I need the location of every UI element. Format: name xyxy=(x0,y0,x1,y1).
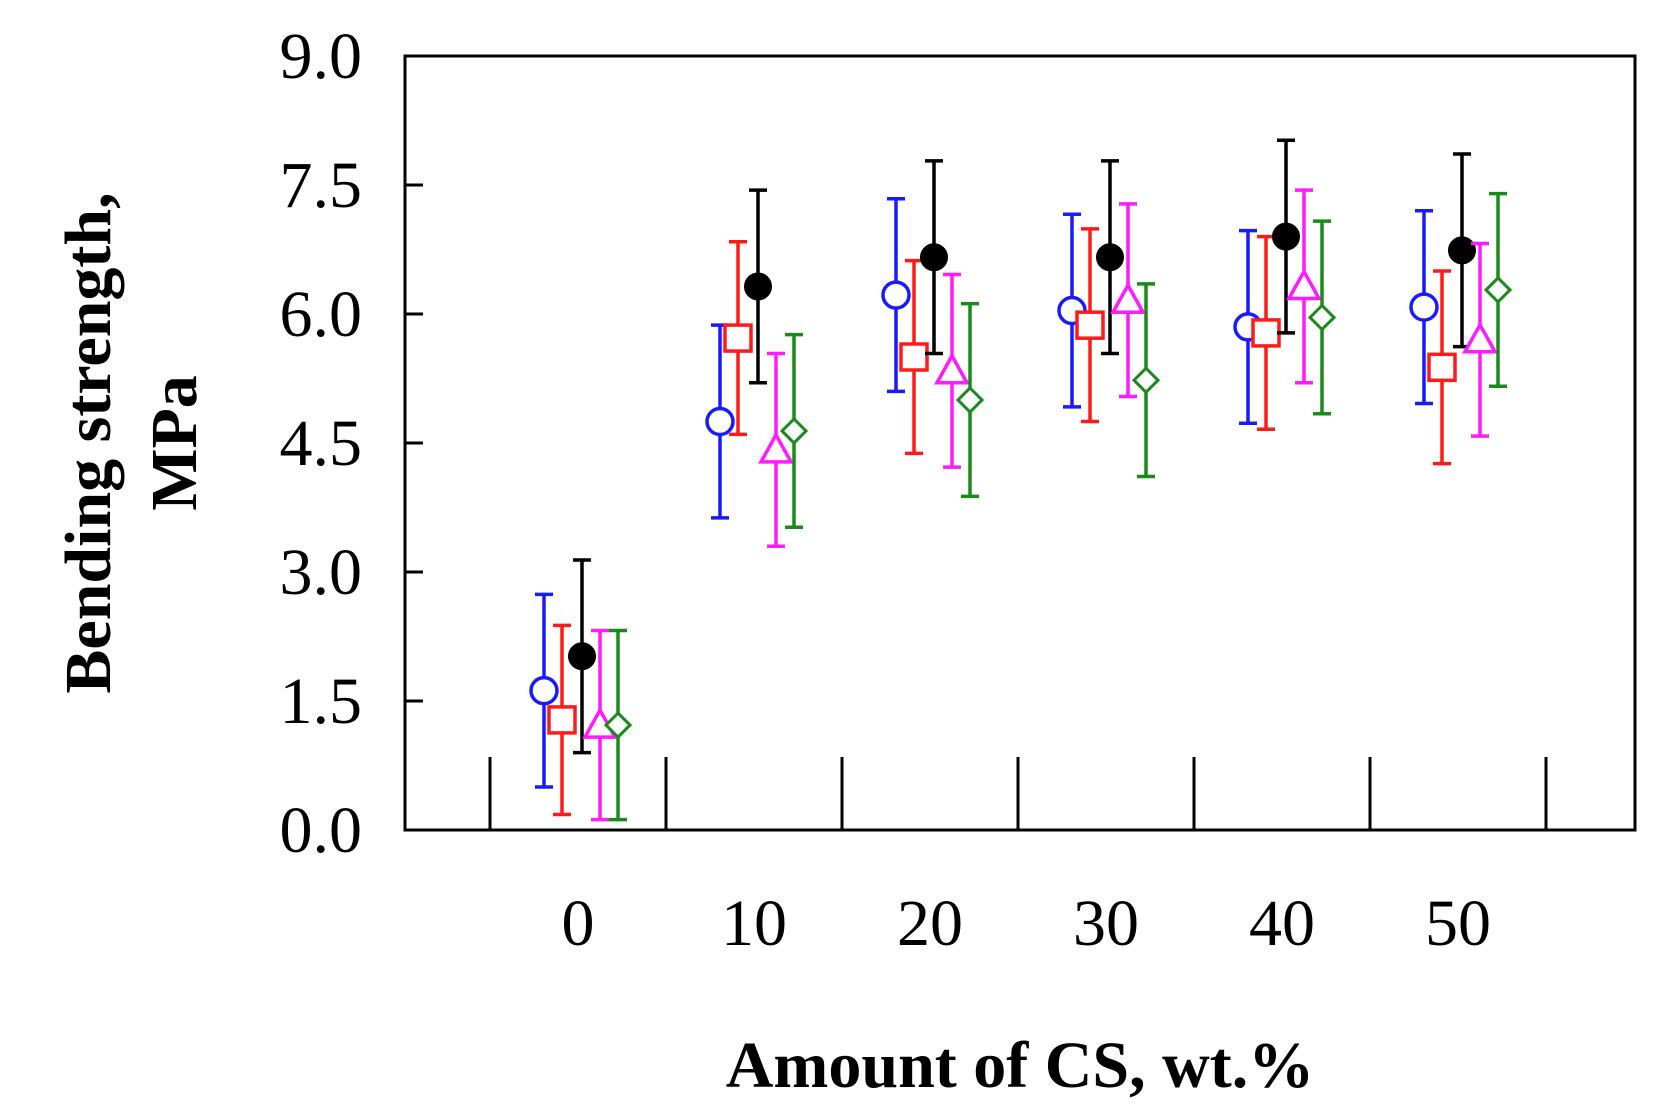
data-point xyxy=(529,675,559,706)
data-point xyxy=(955,385,985,415)
series-open-square xyxy=(547,227,1457,817)
data-point xyxy=(920,243,948,272)
data-point xyxy=(1096,243,1124,272)
y-tick-label: 0.0 xyxy=(280,794,363,867)
data-point xyxy=(744,272,772,301)
data-point xyxy=(1075,310,1105,340)
data-point xyxy=(705,406,735,437)
data-point xyxy=(1286,267,1322,301)
data-point xyxy=(934,352,970,385)
data-point xyxy=(1307,303,1337,332)
data-point xyxy=(1427,352,1457,383)
data-point xyxy=(779,416,809,446)
data-point xyxy=(758,431,794,464)
x-tick-label: 10 xyxy=(721,887,787,960)
axis-ticks: 0.0 1.5 3.0 4.5 6.0 7.5 9.0 0 10 20 30 40 50 xyxy=(280,20,1548,960)
y-axis-title-line-1: Bending strength, xyxy=(52,192,125,693)
x-tick-label: 0 xyxy=(562,887,595,960)
data-point xyxy=(723,323,753,353)
y-axis-title: Bending strength, MPa xyxy=(52,192,211,693)
data-point xyxy=(1131,366,1161,395)
data-point xyxy=(547,705,577,735)
series-open-triangle xyxy=(582,188,1498,822)
y-axis-title-line-2: MPa xyxy=(138,375,211,511)
data-point xyxy=(1462,321,1498,354)
data-point xyxy=(1272,222,1300,251)
data-point xyxy=(881,280,911,310)
x-tick-label: 20 xyxy=(897,887,963,960)
data-point xyxy=(568,642,596,671)
data-point xyxy=(1483,275,1513,305)
data-point xyxy=(1448,236,1476,265)
data-point xyxy=(1251,318,1281,348)
x-tick-label: 30 xyxy=(1073,887,1139,960)
y-tick-label: 1.5 xyxy=(280,665,363,738)
plot-marks xyxy=(529,138,1513,822)
y-tick-label: 3.0 xyxy=(280,536,363,609)
y-tick-label: 7.5 xyxy=(280,149,363,222)
series-filled-circle xyxy=(568,138,1476,755)
x-tick-label: 40 xyxy=(1249,887,1315,960)
y-tick-label: 9.0 xyxy=(280,20,363,93)
x-axis-title: Amount of CS, wt.% xyxy=(726,1029,1315,1102)
data-point xyxy=(1110,281,1146,314)
x-tick-label: 50 xyxy=(1425,887,1491,960)
series-open-circle xyxy=(529,197,1439,789)
data-point xyxy=(1409,292,1439,322)
data-point xyxy=(899,342,929,372)
plot-frame xyxy=(403,54,1637,832)
data-point xyxy=(603,710,633,740)
y-tick-label: 6.0 xyxy=(280,278,363,351)
y-tick-label: 4.5 xyxy=(280,407,363,480)
series-open-diamond xyxy=(603,191,1513,822)
